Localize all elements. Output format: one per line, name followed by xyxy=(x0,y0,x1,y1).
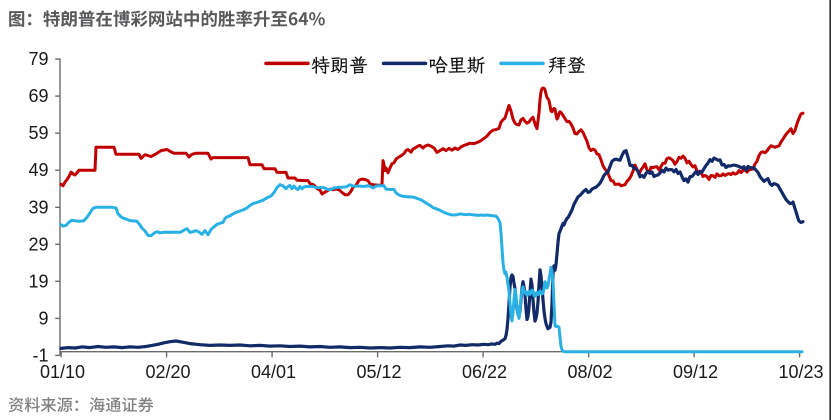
svg-text:59: 59 xyxy=(28,123,48,143)
svg-text:29: 29 xyxy=(28,234,48,254)
svg-text:04/01: 04/01 xyxy=(251,362,296,382)
svg-text:08/02: 08/02 xyxy=(567,362,612,382)
svg-text:01/10: 01/10 xyxy=(40,362,85,382)
svg-text:05/12: 05/12 xyxy=(356,362,401,382)
svg-text:79: 79 xyxy=(28,49,48,69)
svg-text:-1: -1 xyxy=(32,345,48,365)
svg-text:06/22: 06/22 xyxy=(462,362,507,382)
svg-text:69: 69 xyxy=(28,86,48,106)
svg-text:39: 39 xyxy=(28,197,48,217)
svg-text:19: 19 xyxy=(28,271,48,291)
svg-text:9: 9 xyxy=(38,308,48,328)
svg-text:09/12: 09/12 xyxy=(673,362,718,382)
svg-text:10/23: 10/23 xyxy=(778,362,823,382)
svg-text:49: 49 xyxy=(28,160,48,180)
svg-text:02/20: 02/20 xyxy=(145,362,190,382)
